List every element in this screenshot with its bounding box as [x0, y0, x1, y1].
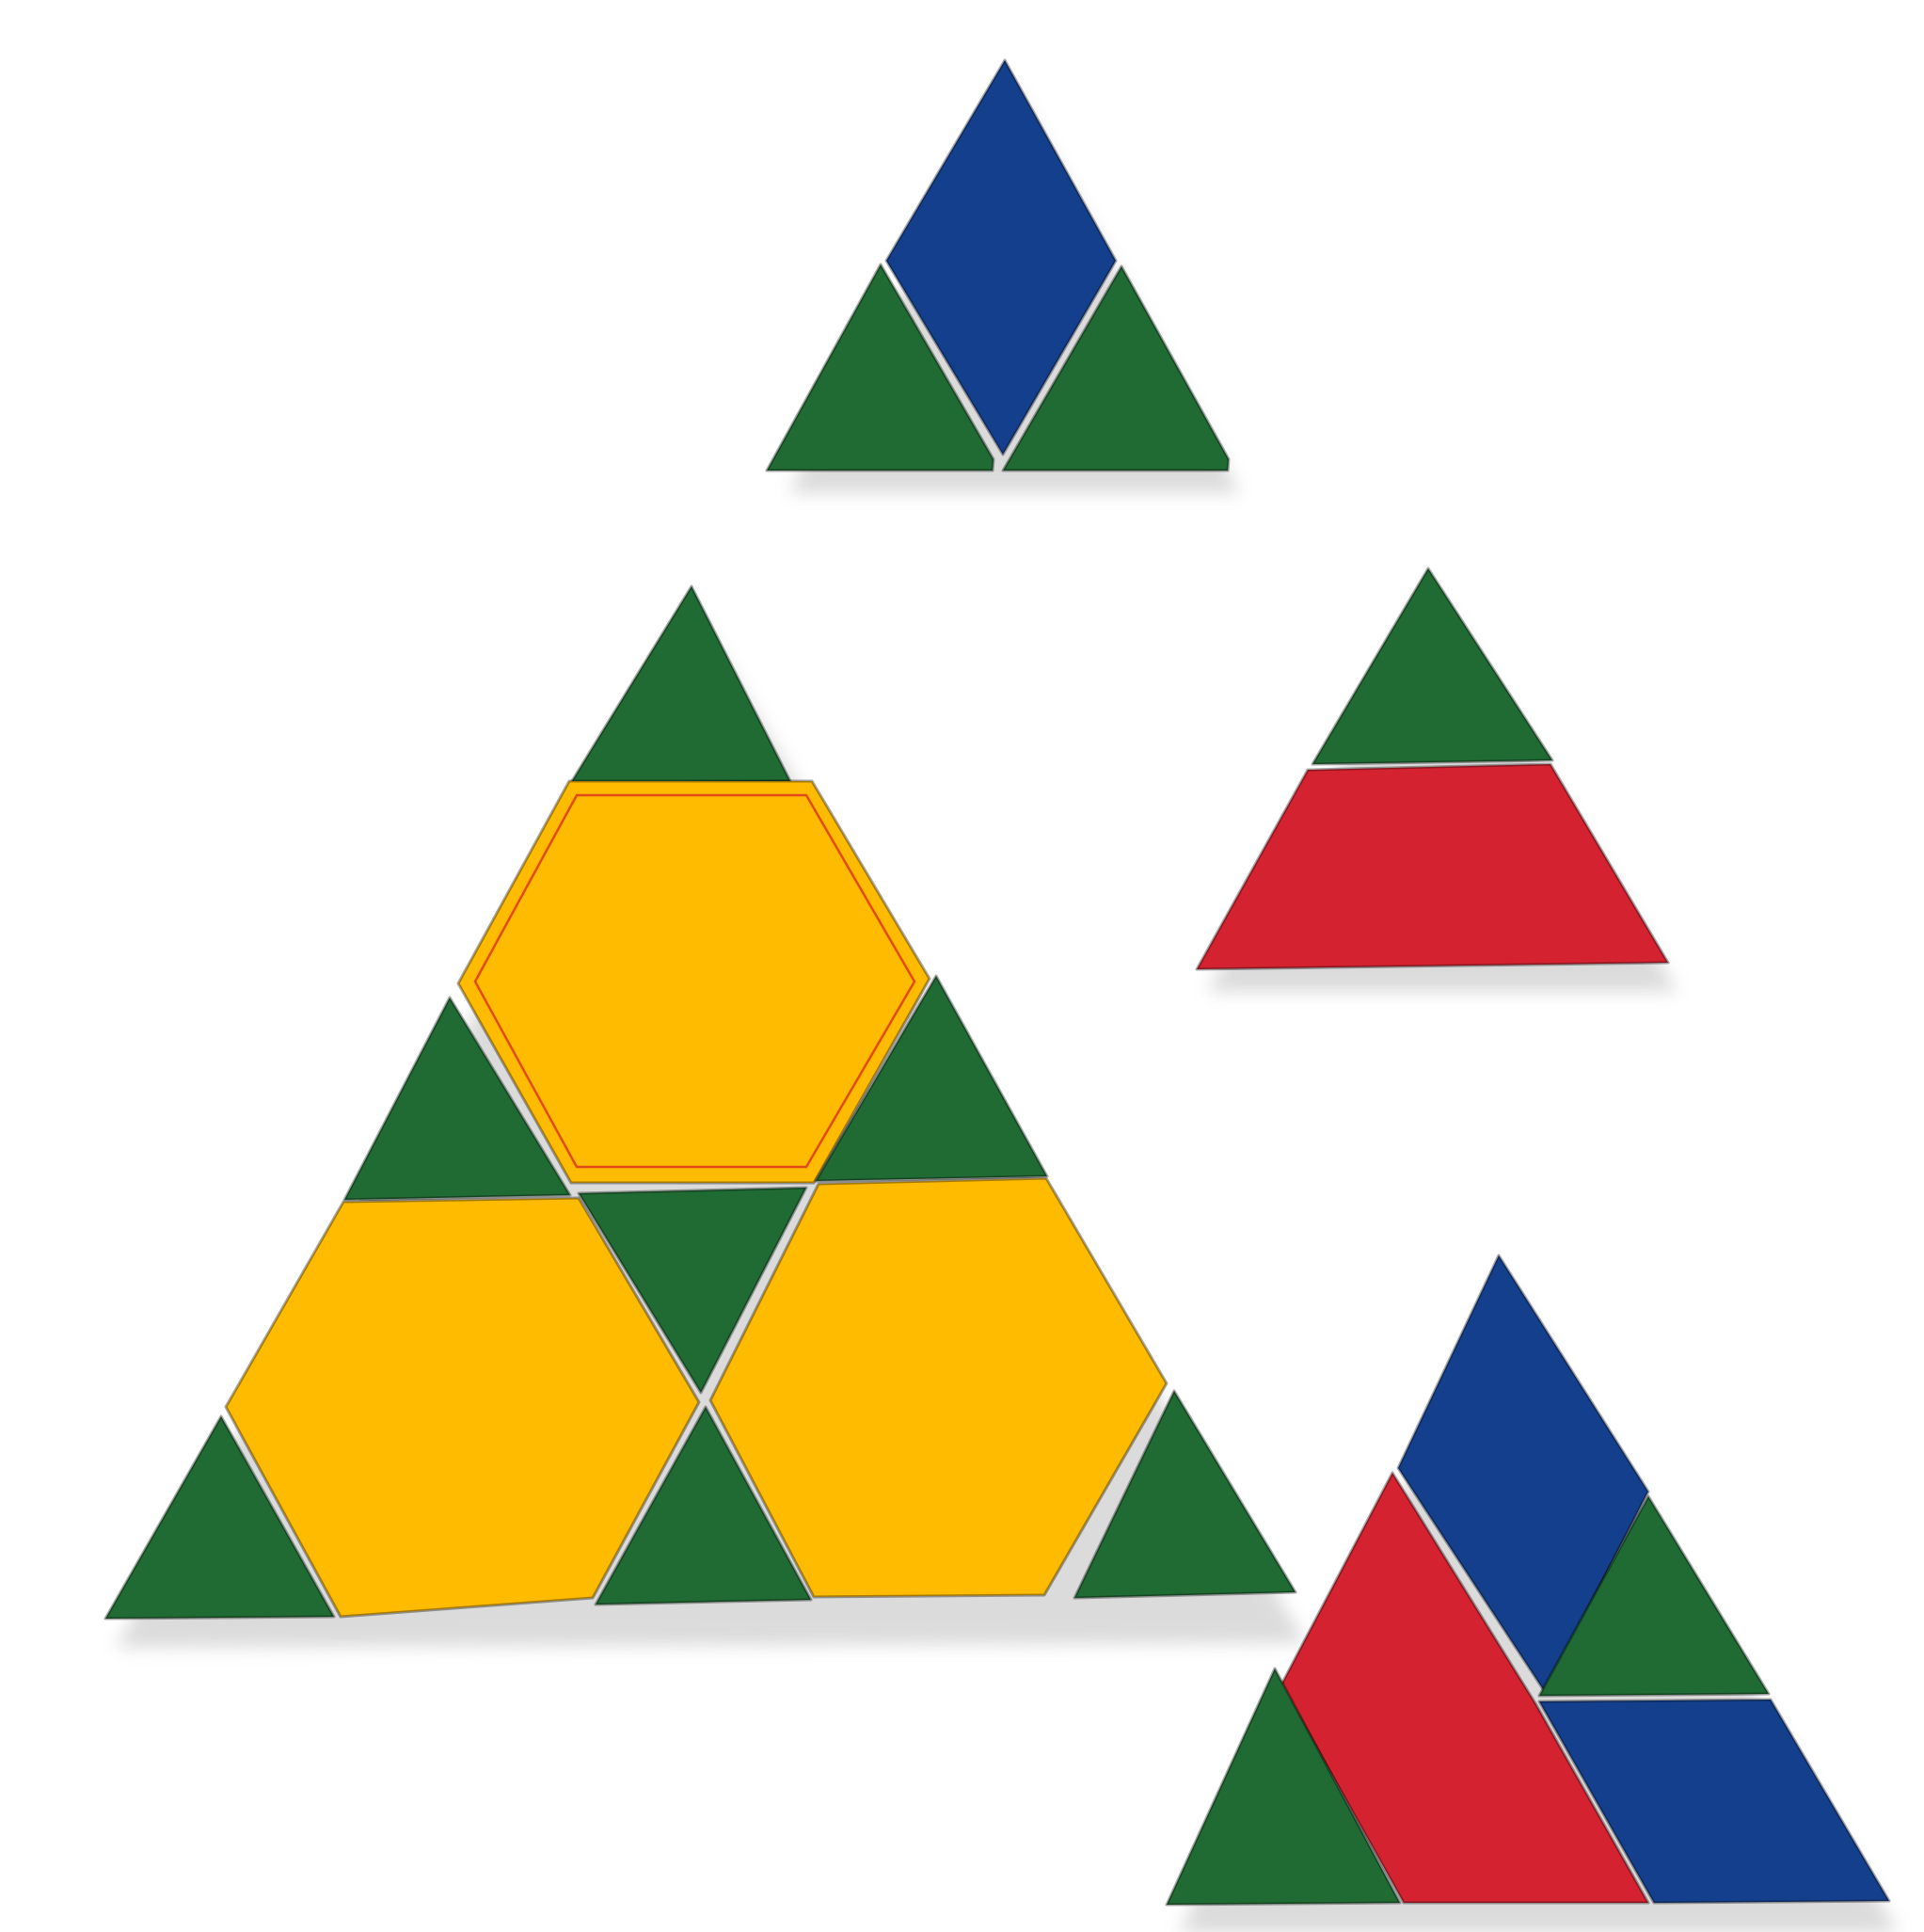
red-trapezoid	[1280, 1471, 1650, 1905]
blue-rhombus	[884, 58, 1118, 456]
green-triangle-inner	[1537, 1494, 1771, 1698]
yellow-hexagon-bottom-left	[224, 1196, 701, 1619]
green-triangle-mid-left	[342, 996, 572, 1202]
green-triangle-bottom-right	[1073, 1389, 1297, 1600]
green-triangle-bottom-center	[594, 1405, 813, 1606]
green-triangle-left	[765, 263, 995, 472]
green-triangle-mid-right	[814, 974, 1049, 1183]
medium-triangle-bottom-right	[1165, 1253, 1899, 1932]
blue-rhombus-bottom	[1537, 1698, 1891, 1905]
green-triangle-center	[577, 1186, 808, 1395]
small-triangle-top	[765, 58, 1240, 493]
small-triangle-right	[1195, 567, 1678, 992]
red-trapezoid	[1195, 762, 1670, 971]
green-triangle-top	[1311, 567, 1554, 766]
green-triangle-bottom-left	[103, 1414, 336, 1621]
green-triangle-right	[1001, 264, 1231, 472]
green-triangle-left	[1165, 1667, 1402, 1907]
large-triangle-left	[103, 584, 1306, 1648]
yellow-hexagon-top	[456, 779, 931, 1185]
yellow-hexagon-top-inner	[473, 793, 916, 1169]
yellow-hexagon-bottom-right	[708, 1176, 1169, 1599]
